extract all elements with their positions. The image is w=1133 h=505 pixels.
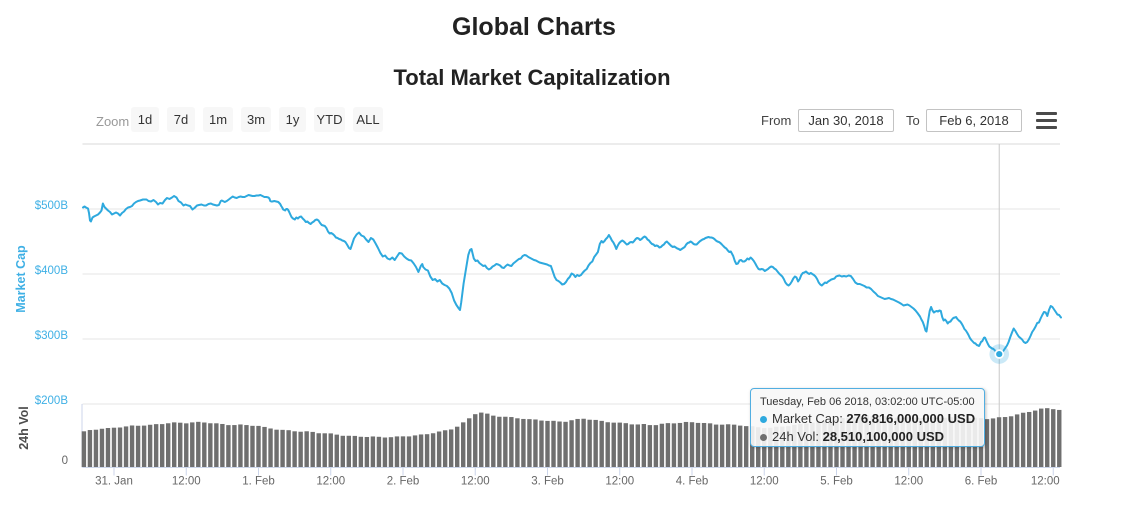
x-axis-label: 12:00: [172, 476, 201, 488]
x-axis-label: 3. Feb: [531, 476, 564, 488]
x-axis-label: 4. Feb: [676, 476, 709, 488]
x-axis-label: 12:00: [605, 476, 634, 488]
x-axis-label: 5. Feb: [820, 476, 853, 488]
x-axis-label: 12:00: [461, 476, 490, 488]
tooltip-row: Market Cap: 276,816,000,000 USD: [760, 412, 984, 426]
tooltip-label: Market Cap:: [772, 411, 843, 426]
page-title: Global Charts: [452, 13, 616, 41]
volume-axis-label: 0: [62, 455, 68, 467]
tooltip-label: 24h Vol:: [772, 429, 819, 444]
zoom-button-ytd[interactable]: YTD: [314, 107, 345, 132]
zoom-button-3m[interactable]: 3m: [241, 107, 271, 132]
tooltip-row: 24h Vol: 28,510,100,000 USD: [760, 430, 984, 444]
x-axis-label: 12:00: [750, 476, 779, 488]
chart-tooltip: Tuesday, Feb 06 2018, 03:02:00 UTC-05:00…: [750, 388, 985, 447]
y-axis-label: $500B: [35, 200, 69, 212]
market-cap-axis-title: Market Cap: [14, 245, 28, 313]
range-selector: Zoom 1d 7d 1m 3m 1y YTD ALL From To: [0, 107, 1133, 133]
zoom-buttons: 1d 7d 1m 3m 1y YTD ALL: [131, 107, 383, 132]
x-axis-label: 12:00: [316, 476, 345, 488]
from-date-input[interactable]: [798, 109, 894, 132]
x-axis-label: 6. Feb: [965, 476, 998, 488]
to-date-input[interactable]: [926, 109, 1022, 132]
y-axis-label: $400B: [35, 265, 69, 277]
y-axis-label: $300B: [35, 330, 69, 342]
zoom-button-all[interactable]: ALL: [353, 107, 383, 132]
tooltip-value: 276,816,000,000 USD: [842, 411, 976, 426]
from-label: From: [761, 113, 792, 128]
tooltip-bullet-icon: [760, 433, 767, 441]
zoom-label: Zoom: [96, 113, 130, 129]
chart-subtitle: Total Market Capitalization: [393, 65, 671, 90]
x-axis-label: 2. Feb: [387, 476, 420, 488]
x-axis-label: 31. Jan: [95, 476, 133, 488]
zoom-button-7d[interactable]: 7d: [167, 107, 195, 132]
x-axis-label: 12:00: [894, 476, 923, 488]
volume-axis-title: 24h Vol: [17, 406, 31, 450]
zoom-button-1m[interactable]: 1m: [203, 107, 233, 132]
tooltip-bullet-icon: [760, 415, 767, 423]
chart-menu-icon[interactable]: [1036, 112, 1057, 129]
tooltip-value: 28,510,100,000 USD: [819, 429, 945, 444]
x-axis-label: 12:00: [1031, 476, 1060, 488]
y-axis-label: $200B: [35, 395, 69, 407]
tooltip-header: Tuesday, Feb 06 2018, 03:02:00 UTC-05:00: [760, 396, 975, 408]
zoom-button-1d[interactable]: 1d: [131, 107, 159, 132]
zoom-button-1y[interactable]: 1y: [279, 107, 306, 132]
to-label: To: [906, 113, 920, 128]
x-axis-label: 1. Feb: [242, 476, 275, 488]
